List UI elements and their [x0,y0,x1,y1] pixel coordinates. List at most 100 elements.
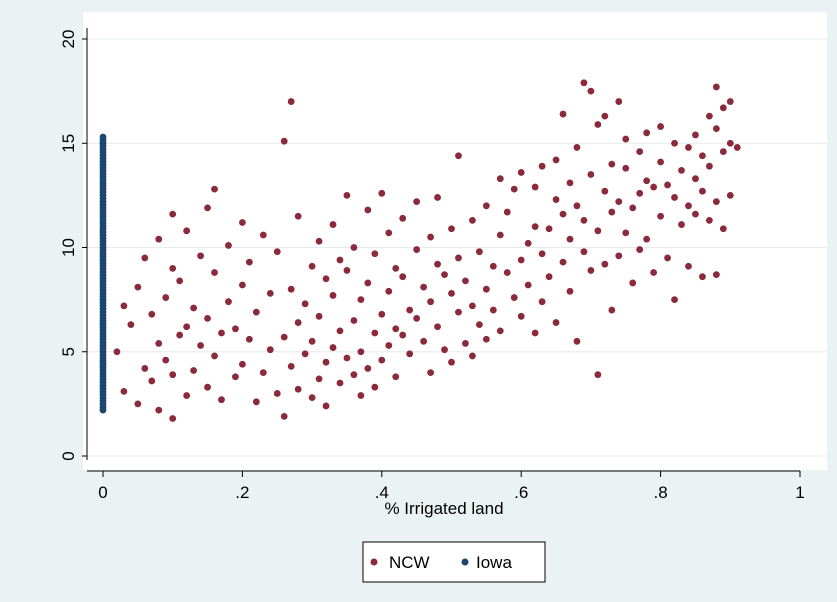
ncw-point [315,312,323,320]
ncw-point [622,229,630,237]
ncw-point [671,296,678,304]
plot-area [83,12,827,470]
ncw-point [469,352,476,360]
ncw-point [699,152,706,160]
ncw-point [643,177,651,185]
ncw-point [705,216,713,224]
ncw-point [259,231,267,239]
ncw-point [650,183,658,191]
y-tick-label: 10 [59,238,78,257]
ncw-point [692,175,699,183]
ncw-point [434,260,441,268]
ncw-point [587,87,595,95]
ncw-point [587,171,595,178]
ncw-point [615,98,623,105]
x-tick-label: 1 [795,483,804,502]
ncw-point [378,310,386,318]
ncw-point [315,237,323,245]
ncw-point [301,350,309,358]
ncw-point [434,323,441,331]
ncw-point [427,298,434,306]
ncw-point [573,337,581,345]
ncw-point [141,254,149,262]
ncw-point [496,327,504,335]
ncw-point [622,135,630,143]
ncw-point [517,312,525,320]
ncw-point [475,248,483,256]
ncw-point [566,287,574,295]
ncw-point [594,227,602,235]
ncw-point [629,204,637,212]
ncw-point [169,371,177,379]
ncw-point [587,267,595,274]
ncw-point [517,169,525,176]
ncw-point [218,396,225,404]
ncw-point [671,194,678,201]
ncw-point [594,121,602,128]
ncw-point [657,158,664,166]
ncw-point [371,329,379,337]
legend-label-iowa: Iowa [476,553,512,572]
ncw-point [643,235,651,243]
ncw-point [538,250,546,258]
ncw-point [169,415,177,422]
x-tick-label: .4 [375,483,389,502]
ncw-point [496,231,504,239]
ncw-point [559,110,567,118]
ncw-point [427,369,434,376]
ncw-point [406,350,414,358]
x-axis-title: % Irrigated land [384,499,503,518]
ncw-point [503,269,511,276]
ncw-point [510,294,518,301]
ncw-point [252,398,260,406]
ncw-point [455,308,462,316]
ncw-point [308,262,316,270]
ncw-point [699,273,706,281]
ncw-point [524,281,532,289]
ncw-point [155,340,163,347]
ncw-point [280,137,288,145]
ncw-point [580,79,588,87]
ncw-point [287,362,295,370]
ncw-point [573,144,581,151]
ncw-point [385,229,393,237]
ncw-point [176,331,184,339]
ncw-point [211,352,218,360]
ncw-point [705,162,713,170]
ncw-point [545,225,553,233]
ncw-point [336,327,344,335]
ncw-point [280,412,288,420]
ncw-point [357,348,365,356]
ncw-point [336,379,344,387]
ncw-point [211,185,218,193]
ncw-point [601,187,609,195]
ncw-point [594,371,602,379]
ncw-point [273,390,281,397]
ncw-point [120,302,128,310]
ncw-point [273,248,281,256]
ncw-point [294,385,302,393]
ncw-point [259,369,267,376]
ncw-point [280,333,288,341]
ncw-point [664,254,671,262]
ncw-point [183,392,191,399]
ncw-point [113,348,121,356]
ncw-point [371,250,379,258]
ncw-point [266,289,274,297]
ncw-point [204,314,211,322]
ncw-point [434,194,441,201]
ncw-point [197,342,204,349]
ncw-point [538,298,546,306]
ncw-point [622,164,630,172]
ncw-point [336,256,344,264]
ncw-point [538,162,546,170]
ncw-point [608,160,616,168]
ncw-point [705,112,713,120]
ncw-point [441,346,448,354]
ncw-point [580,248,588,256]
x-tick-label: 0 [98,483,107,502]
ncw-point [545,273,553,281]
ncw-point [329,292,337,299]
ncw-point [239,219,246,226]
